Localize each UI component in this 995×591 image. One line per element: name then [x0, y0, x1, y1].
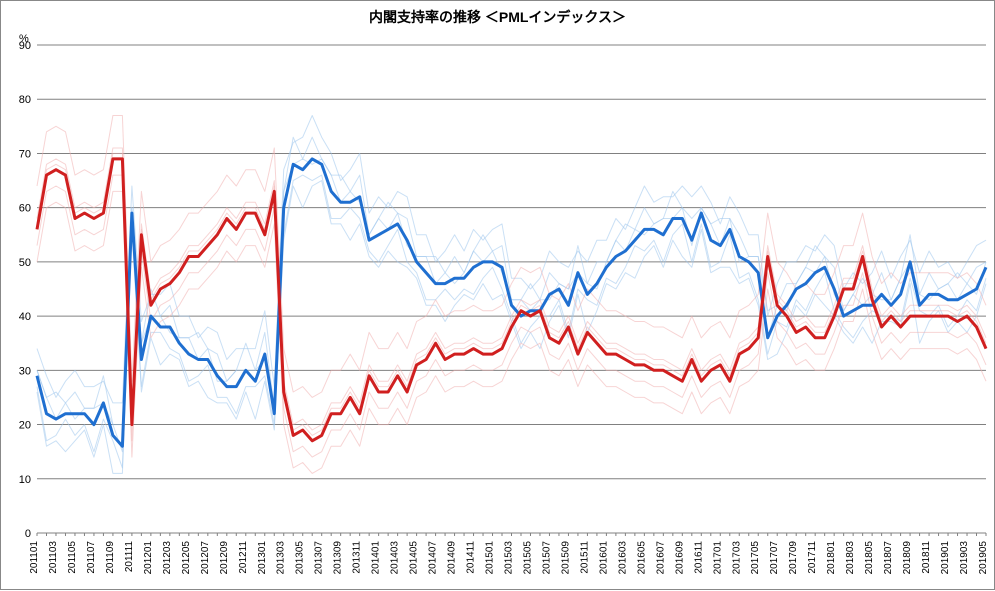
- x-tick-label: 201701: [712, 541, 723, 575]
- blue-main-series: [37, 159, 986, 446]
- x-tick-label: 201301: [257, 541, 268, 575]
- x-tick-label: 201303: [276, 541, 287, 575]
- x-tick-label: 201605: [636, 541, 647, 575]
- x-tick-label: 201607: [655, 541, 666, 575]
- x-tick-label: 201511: [579, 541, 590, 574]
- x-tick-label: 201411: [466, 541, 477, 574]
- y-tick-label: 70: [19, 148, 31, 160]
- red-bg-series: [37, 153, 986, 435]
- x-tick-label: 201107: [86, 541, 97, 574]
- x-tick-label: 201201: [143, 541, 154, 575]
- x-tick-label: 201409: [447, 541, 458, 575]
- x-tick-label: 201101: [29, 541, 40, 574]
- x-tick-label: 201109: [105, 541, 116, 574]
- x-tick-label: 201901: [940, 541, 951, 575]
- x-tick-label: 201403: [390, 541, 401, 575]
- x-tick-label: 201503: [504, 541, 515, 575]
- y-tick-label: 20: [19, 420, 31, 432]
- x-tick-label: 201203: [162, 541, 173, 575]
- x-tick-label: 201405: [409, 541, 420, 575]
- y-tick-label: 50: [19, 257, 31, 269]
- x-tick-label: 201711: [807, 541, 818, 574]
- x-tick-label: 201609: [674, 541, 685, 575]
- x-tick-label: 201703: [731, 541, 742, 575]
- x-tick-label: 201309: [333, 541, 344, 575]
- x-tick-label: 201103: [48, 541, 59, 574]
- x-tick-label: 201707: [769, 541, 780, 575]
- x-tick-label: 201211: [238, 541, 249, 574]
- y-tick-label: 40: [19, 311, 31, 323]
- x-tick-label: 201401: [371, 541, 382, 575]
- y-tick-label: 80: [19, 94, 31, 106]
- x-tick-label: 201611: [693, 541, 704, 574]
- blue-bg-series: [37, 137, 986, 424]
- x-tick-label: 201105: [67, 541, 78, 574]
- y-tick-label: 60: [19, 203, 31, 215]
- x-tick-label: 201311: [352, 541, 363, 574]
- x-tick-label: 201305: [295, 541, 306, 575]
- x-tick-label: 201811: [921, 541, 932, 574]
- x-tick-label: 201205: [181, 541, 192, 575]
- chart-svg: 0 10 20 30 40 50 60 70 80 90 201101 201103 201105 201…: [1, 1, 995, 591]
- chart-container: 内閣支持率の推移 ＜PMLインデックス＞ % 01020304050607080…: [0, 0, 995, 590]
- x-tick-label: 201809: [902, 541, 913, 575]
- x-tick-label: 201507: [541, 541, 552, 575]
- x-tick-label: 201307: [314, 541, 325, 575]
- x-tick-label: 201801: [826, 541, 837, 575]
- x-tick-label: 201903: [959, 541, 970, 575]
- x-tick-label: 201209: [219, 541, 230, 575]
- x-tick-label: 201111: [124, 541, 135, 573]
- x-tick-label: 201709: [788, 541, 799, 575]
- x-tick-label: 201601: [598, 541, 609, 575]
- y-tick-label: 0: [25, 528, 31, 540]
- x-tick-label: 201803: [845, 541, 856, 575]
- x-tick-label: 201505: [522, 541, 533, 575]
- x-tick-label: 201509: [560, 541, 571, 575]
- y-tick-label: 10: [19, 474, 31, 486]
- x-tick-label: 201805: [864, 541, 875, 575]
- x-tick-label: 201705: [750, 541, 761, 575]
- y-tick-label: 30: [19, 365, 31, 377]
- y-tick-label: 90: [19, 40, 31, 52]
- x-tick-label: 201501: [485, 541, 496, 575]
- x-tick-label: 201603: [617, 541, 628, 575]
- x-tick-label: 201807: [883, 541, 894, 575]
- x-tick-label: 201905: [978, 541, 989, 575]
- x-tick-label: 201207: [200, 541, 211, 575]
- x-tick-label: 201407: [428, 541, 439, 575]
